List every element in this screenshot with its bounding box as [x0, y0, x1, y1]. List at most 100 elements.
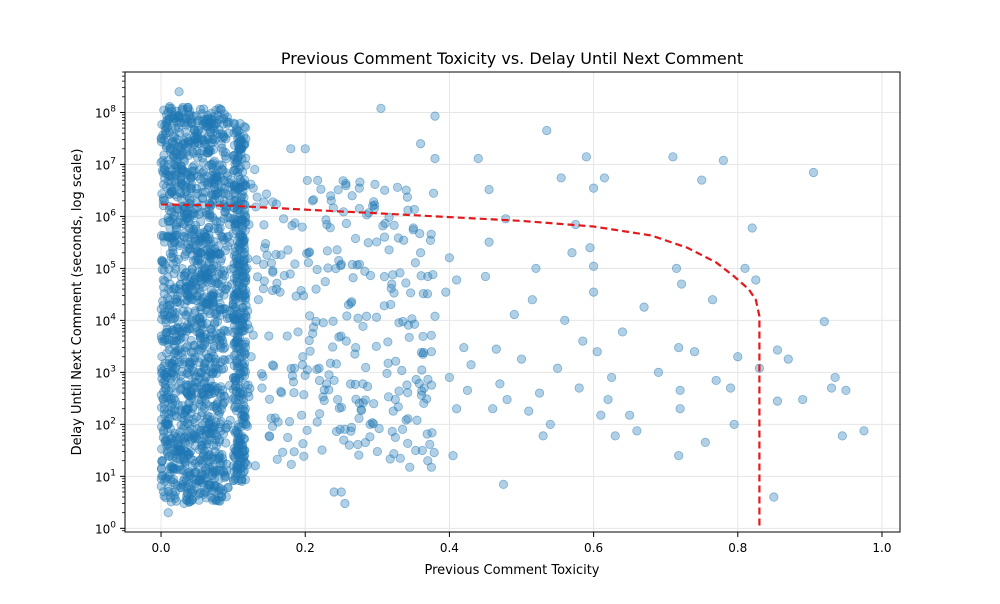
scatter-point — [527, 295, 537, 305]
scatter-point — [279, 271, 289, 281]
scatter-point — [237, 431, 247, 441]
scatter-point — [589, 287, 599, 297]
scatter-point — [316, 184, 326, 194]
scatter-point — [495, 379, 505, 389]
scatter-point — [258, 284, 268, 294]
scatter-point — [159, 159, 169, 169]
scatter-point — [299, 390, 309, 400]
scatter-point — [369, 203, 379, 213]
scatter-point — [208, 298, 218, 308]
scatter-point — [160, 382, 171, 393]
scatter-point — [229, 196, 239, 206]
y-tick-exponent: 6 — [110, 208, 116, 218]
scatter-point — [798, 394, 808, 405]
scatter-point — [282, 331, 292, 341]
scatter-point — [186, 196, 196, 206]
scatter-point — [186, 335, 196, 346]
scatter-point — [206, 415, 216, 425]
scatter-point — [195, 340, 206, 350]
scatter-point — [203, 135, 213, 145]
scatter-point — [260, 239, 271, 249]
scatter-point — [252, 255, 262, 265]
scatter-point — [351, 394, 361, 404]
scatter-point — [215, 388, 225, 398]
scatter-point — [179, 498, 189, 509]
scatter-point — [401, 185, 411, 195]
scatter-point — [459, 342, 469, 353]
scatter-point — [195, 302, 205, 312]
scatter-point — [253, 295, 263, 305]
scatter-point — [430, 311, 440, 321]
scatter-point — [448, 451, 458, 461]
scatter-point — [203, 483, 213, 494]
scatter-point — [163, 508, 173, 518]
scatter-point — [237, 440, 248, 450]
scatter-point — [674, 342, 684, 353]
scatter-point — [218, 429, 229, 439]
scatter-point — [418, 288, 428, 299]
y-tick-base: 10 — [95, 262, 110, 276]
scatter-point — [170, 364, 180, 374]
scatter-point — [197, 193, 208, 203]
scatter-point — [212, 309, 222, 319]
scatter-point — [233, 290, 243, 301]
scatter-point — [187, 264, 198, 274]
scatter-point — [166, 379, 176, 389]
scatter-point — [333, 185, 343, 195]
scatter-point — [237, 232, 248, 242]
scatter-point — [498, 479, 509, 489]
scatter-point — [173, 254, 183, 264]
scatter-point — [215, 223, 225, 233]
scatter-point — [252, 192, 262, 202]
scatter-point — [156, 463, 167, 473]
scatter-point — [423, 374, 433, 384]
scatter-point — [403, 438, 413, 449]
scatter-point — [808, 167, 819, 178]
scatter-point — [250, 164, 260, 175]
scatter-point — [311, 284, 321, 294]
scatter-point — [218, 355, 228, 365]
scatter-point — [534, 388, 545, 398]
scatter-point — [353, 439, 363, 450]
scatter-point — [441, 287, 451, 297]
scatter-point — [772, 345, 783, 355]
x-axis-label: Previous Comment Toxicity — [424, 563, 599, 578]
scatter-point — [164, 413, 175, 424]
scatter-point — [163, 451, 174, 461]
scatter-point — [408, 223, 418, 233]
scatter-point — [336, 487, 346, 497]
scatter-point — [397, 424, 408, 434]
scatter-point — [298, 352, 308, 362]
scatter-point — [157, 256, 167, 266]
scatter-point — [177, 264, 187, 274]
scatter-point — [214, 407, 225, 417]
scatter-point — [423, 271, 433, 282]
scatter-point — [186, 379, 196, 389]
scatter-point — [288, 377, 299, 387]
scatter-point — [219, 271, 230, 281]
scatter-point — [379, 272, 390, 282]
scatter-point — [397, 365, 407, 376]
scatter-point — [325, 358, 336, 368]
scatter-point — [165, 300, 175, 311]
scatter-point — [170, 189, 180, 200]
scatter-point — [171, 336, 181, 346]
y-tick-exponent: 2 — [110, 416, 116, 426]
scatter-point — [372, 237, 382, 247]
scatter-point — [245, 383, 255, 394]
scatter-point — [237, 144, 247, 154]
scatter-point — [220, 473, 230, 483]
scatter-point — [205, 257, 215, 268]
scatter-point — [262, 250, 272, 260]
scatter-point — [186, 114, 196, 124]
scatter-point — [444, 253, 455, 263]
scatter-point — [209, 319, 220, 329]
scatter-point — [205, 254, 216, 264]
scatter-point — [599, 173, 610, 183]
scatter-point — [219, 364, 229, 374]
scatter-point — [264, 431, 274, 441]
scatter-point — [341, 336, 351, 346]
scatter-point — [216, 105, 226, 115]
scatter-point — [211, 105, 221, 115]
y-tick-exponent: 8 — [110, 104, 116, 114]
